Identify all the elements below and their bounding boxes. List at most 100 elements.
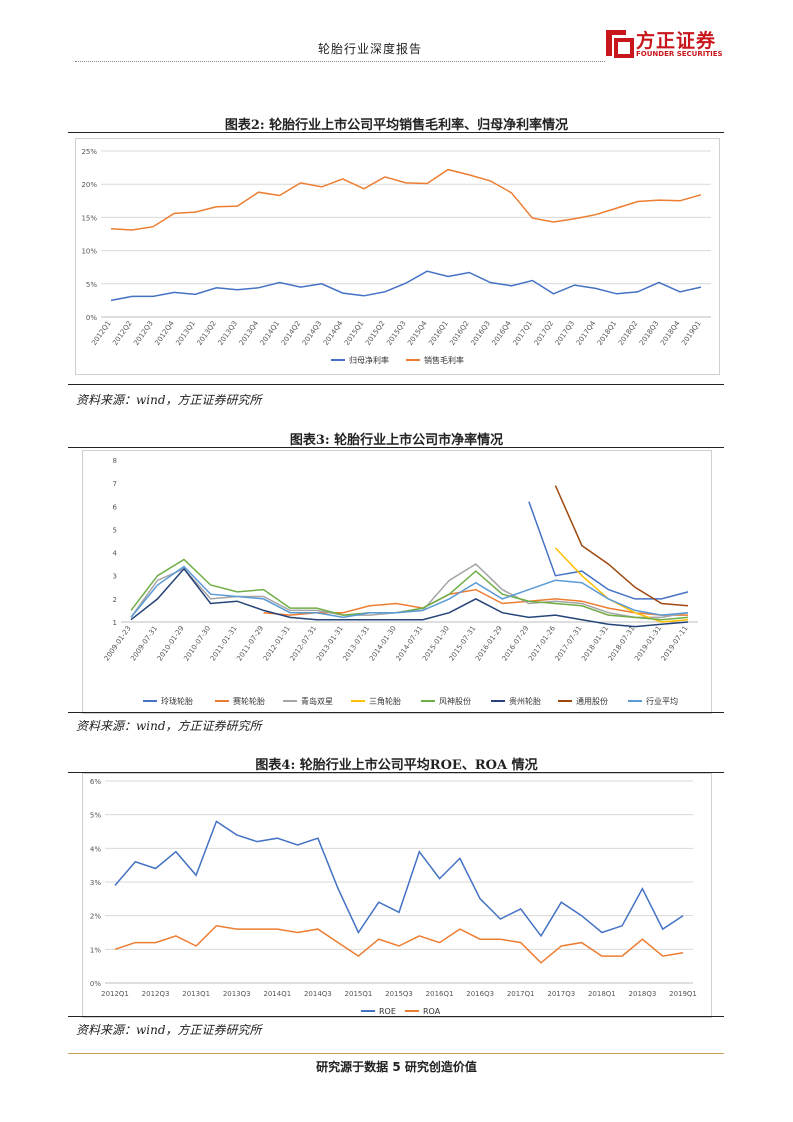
y-tick-label: 4%	[90, 845, 101, 853]
y-tick-label: 5%	[86, 281, 97, 289]
legend-label: 三角轮胎	[369, 696, 401, 706]
logo-mark-icon	[606, 30, 634, 58]
y-tick-label: 3	[113, 573, 117, 581]
y-tick-label: 3%	[90, 879, 101, 887]
figure2-bottom-rule	[68, 384, 724, 385]
legend-label: 青岛双星	[301, 696, 333, 706]
x-tick-label: 2009-01-23	[103, 625, 133, 663]
y-tick-label: 4	[113, 550, 118, 558]
figure2-source: 资料来源：wind，方正证券研究所	[76, 393, 262, 407]
figure3-chart-frame: 1 2 3 4 5 6 7 8 2009-01-23 2009-07-31 2010-01-29 20…	[82, 450, 712, 714]
x-tick-label: 2015-07-31	[448, 625, 478, 663]
roe-roa-chart: 0% 1% 2% 3% 4% 5% 6% 2012Q1 2012Q3 2013Q1 2013Q3 20…	[90, 778, 697, 1016]
series-line-玲珑轮胎	[528, 501, 689, 600]
x-tick-label: 2018Q3	[629, 990, 657, 998]
series-line-ROE	[114, 820, 684, 938]
y-tick-label: 0%	[86, 314, 97, 322]
series-line-销售毛利率	[110, 168, 702, 231]
x-tick-label: 2015Q4	[406, 319, 429, 347]
y-tick-label: 1%	[90, 946, 101, 954]
x-tick-label: 2015Q2	[364, 320, 386, 347]
figure3-source: 资料来源：wind，方正证券研究所	[76, 719, 262, 733]
footer-slogan: 研究源于数据 5 研究创造价值	[316, 1060, 477, 1074]
x-tick-label: 2017Q3	[554, 320, 576, 347]
x-tick-label: 2019Q1	[669, 990, 697, 998]
legend-label: 贵州轮胎	[509, 696, 541, 706]
company-logo	[604, 24, 724, 64]
x-tick-label: 2018Q2	[617, 320, 639, 347]
legend-label: 行业平均	[646, 696, 678, 706]
figure4-chart-frame: 0% 1% 2% 3% 4% 5% 6% 2012Q1 2012Q3 2013Q1 2013Q3 20…	[82, 773, 712, 1018]
x-tick-label: 2013Q4	[238, 319, 261, 347]
figure2-top-rule	[68, 132, 724, 133]
margin-chart: 0% 5% 10% 15% 20% 25% 2012Q12012Q22012Q32012Q4…	[81, 148, 711, 365]
x-tick-label: 2016Q4	[491, 319, 514, 347]
y-tick-label: 2%	[90, 913, 101, 921]
x-tick-label: 2017-01-26	[527, 624, 557, 662]
x-tick-label: 2016Q3	[466, 990, 494, 998]
x-tick-label: 2018Q1	[588, 990, 616, 998]
x-tick-label: 2012Q3	[132, 320, 154, 347]
x-tick-label: 2010-01-29	[156, 625, 186, 663]
x-tick-label: 2017Q4	[575, 319, 598, 347]
x-tick-label: 2013Q1	[182, 990, 210, 998]
y-tick-label: 8	[113, 457, 117, 465]
header-divider	[75, 61, 605, 62]
figure4-bottom-rule	[68, 1016, 724, 1017]
y-tick-label: 5%	[90, 812, 101, 820]
series-line-行业平均	[130, 565, 689, 619]
x-tick-label: 2014-01-30	[368, 625, 398, 663]
x-tick-label: 2012Q4	[153, 319, 176, 347]
series-line-归母净利率	[110, 270, 702, 302]
x-tick-label: 2014Q1	[259, 320, 281, 347]
x-tick-label: 2018Q3	[638, 320, 660, 347]
x-tick-label: 2017Q3	[547, 990, 575, 998]
x-tick-label: 2017Q1	[512, 320, 534, 347]
legend-label: 归母净利率	[349, 355, 389, 365]
x-tick-label: 2010-07-30	[182, 625, 212, 663]
x-tick-label: 2013-07-31	[341, 625, 371, 663]
y-tick-label: 25%	[81, 148, 97, 156]
x-tick-label: 2017Q2	[533, 320, 555, 347]
x-tick-label: 2017-07-31	[554, 625, 584, 663]
y-tick-label: 0%	[90, 980, 101, 988]
legend-label: ROE	[379, 1007, 396, 1016]
x-tick-label: 2014-07-31	[395, 625, 425, 663]
figure3-bottom-rule	[68, 712, 724, 713]
x-tick-label: 2015Q3	[385, 320, 407, 347]
x-tick-label: 2009-07-31	[129, 625, 159, 663]
figure3-title: 图表3: 轮胎行业上市公司市净率情况	[289, 433, 504, 448]
x-tick-label: 2012Q1	[101, 990, 129, 998]
y-tick-label: 10%	[81, 248, 97, 256]
x-tick-label: 2012-01-31	[262, 625, 292, 663]
series-line-ROA	[114, 924, 684, 964]
legend-label: 玲珑轮胎	[161, 696, 193, 706]
x-tick-label: 2016-01-29	[474, 625, 504, 663]
x-tick-label: 2016Q3	[469, 320, 491, 347]
x-tick-label: 2014Q2	[280, 320, 302, 347]
series-line-通用股份	[554, 485, 689, 607]
figure2-title: 图表2: 轮胎行业上市公司平均销售毛利率、归母净利率情况	[224, 118, 569, 133]
x-tick-label: 2016Q2	[448, 320, 470, 347]
x-tick-label: 2018Q1	[596, 320, 618, 347]
logo-text-en: FOUNDER SECURITIES	[636, 50, 723, 58]
x-tick-label: 2017Q1	[507, 990, 535, 998]
y-tick-label: 20%	[81, 181, 97, 189]
figure4-title: 图表4: 轮胎行业上市公司平均ROE、ROA 情况	[255, 758, 538, 773]
x-tick-label: 2011-07-29	[235, 625, 265, 663]
x-tick-label: 2015-01-30	[421, 625, 451, 663]
x-tick-label: 2018Q4	[659, 319, 682, 347]
x-tick-label: 2016Q1	[427, 320, 449, 347]
x-tick-label: 2018-07-31	[607, 625, 637, 663]
x-tick-label: 2013Q2	[196, 320, 218, 347]
legend-label: 通用股份	[576, 696, 608, 706]
figure4-source: 资料来源：wind，方正证券研究所	[76, 1023, 262, 1037]
x-tick-label: 2015Q1	[345, 990, 373, 998]
series-line-贵州轮胎	[130, 567, 689, 628]
x-tick-label: 2014Q3	[304, 990, 332, 998]
x-tick-label: 2012Q3	[142, 990, 170, 998]
legend-label: 赛轮轮胎	[233, 696, 265, 706]
x-tick-label: 2012-07-31	[288, 625, 318, 663]
x-tick-label: 2013-01-31	[315, 625, 345, 663]
figure4-top-rule	[68, 772, 724, 773]
